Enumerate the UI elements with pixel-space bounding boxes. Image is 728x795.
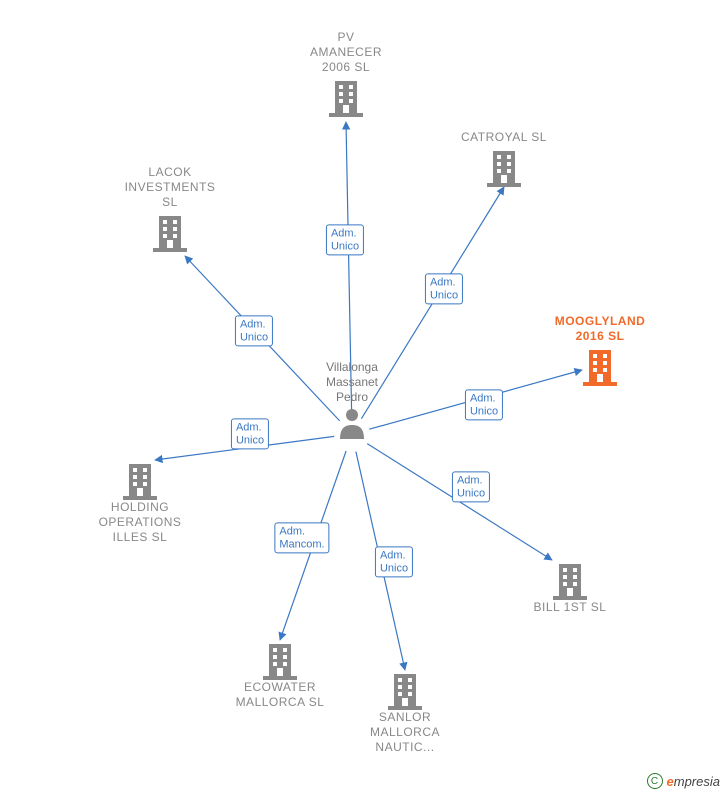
company-node-lacok[interactable]: LACOK INVESTMENTS SL [110, 165, 230, 252]
company-node-sanlor[interactable]: SANLOR MALLORCA NAUTIC... [345, 672, 465, 759]
company-node-catroyal[interactable]: CATROYAL SL [444, 130, 564, 187]
building-icon [388, 672, 422, 710]
person-icon [338, 407, 366, 439]
company-node-moogly[interactable]: MOOGLYLAND 2016 SL [540, 314, 660, 386]
center-person-node: Villalonga Massanet Pedro [302, 360, 402, 444]
company-node-bill[interactable]: BILL 1ST SL [510, 562, 630, 619]
building-icon [487, 149, 521, 187]
edge-label-catroyal: Adm. Unico [425, 273, 463, 304]
company-node-holding[interactable]: HOLDING OPERATIONS ILLES SL [80, 462, 200, 549]
edge-label-moogly: Adm. Unico [465, 389, 503, 420]
company-label: MOOGLYLAND 2016 SL [540, 314, 660, 344]
company-label: SANLOR MALLORCA NAUTIC... [345, 710, 465, 755]
company-label: LACOK INVESTMENTS SL [110, 165, 230, 210]
company-label: BILL 1ST SL [510, 600, 630, 615]
company-label: ECOWATER MALLORCA SL [220, 680, 340, 710]
diagram-canvas: Villalonga Massanet Pedro PV AMANECER 20… [0, 0, 728, 795]
company-node-pv[interactable]: PV AMANECER 2006 SL [286, 30, 406, 117]
building-icon [329, 79, 363, 117]
center-person-label: Villalonga Massanet Pedro [302, 360, 402, 405]
edge-label-ecowater: Adm. Mancom. [274, 522, 329, 553]
edge-label-sanlor: Adm. Unico [375, 546, 413, 577]
copyright-icon: C [647, 773, 663, 789]
building-icon [263, 642, 297, 680]
building-icon [123, 462, 157, 500]
edge-label-pv: Adm. Unico [326, 224, 364, 255]
building-icon [553, 562, 587, 600]
footer-brand: empresia [667, 774, 720, 789]
edge-label-lacok: Adm. Unico [235, 315, 273, 346]
company-label: PV AMANECER 2006 SL [286, 30, 406, 75]
company-label: HOLDING OPERATIONS ILLES SL [80, 500, 200, 545]
company-node-ecowater[interactable]: ECOWATER MALLORCA SL [220, 642, 340, 714]
building-icon [153, 214, 187, 252]
company-label: CATROYAL SL [444, 130, 564, 145]
footer: C empresia [647, 773, 720, 789]
edge-label-bill: Adm. Unico [452, 471, 490, 502]
building-icon [583, 348, 617, 386]
edge-label-holding: Adm. Unico [231, 418, 269, 449]
